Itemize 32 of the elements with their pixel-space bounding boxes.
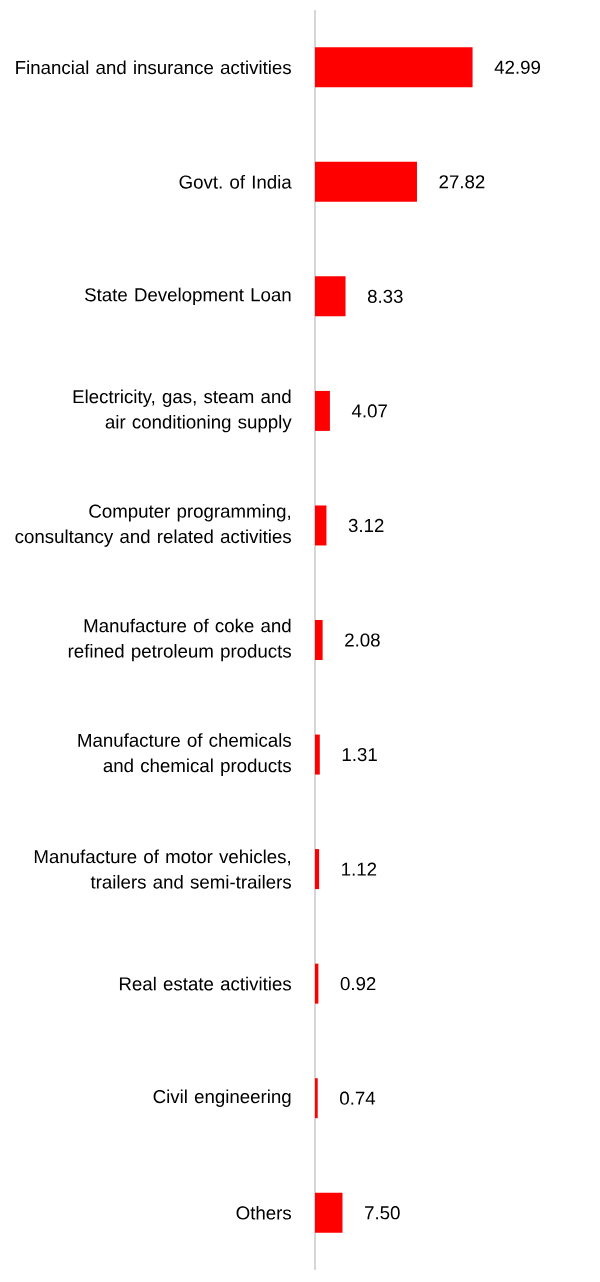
y-tick-label: Financial and insurance activities bbox=[16, 60, 291, 75]
data-label: 42.99 bbox=[494, 60, 540, 74]
data-label: 27.82 bbox=[439, 175, 485, 189]
y-tick-label: Computer programming, consultancy and related activities bbox=[15, 504, 291, 547]
y-tick-label: Govt. of India bbox=[179, 174, 292, 189]
y-tick-label: Manufacture of chemicals and chemical products bbox=[78, 733, 291, 776]
data-label: 8.33 bbox=[367, 289, 403, 303]
y-tick-label: Real estate activities bbox=[119, 976, 291, 991]
bar bbox=[315, 734, 320, 775]
data-label: 3.12 bbox=[348, 518, 384, 533]
data-label: 0.92 bbox=[340, 977, 376, 991]
data-label: 7.50 bbox=[365, 1206, 400, 1220]
bar bbox=[315, 390, 330, 431]
bar bbox=[315, 505, 327, 546]
y-tick-label: Others bbox=[236, 1205, 292, 1220]
y-tick-label: Manufacture of motor vehicles, trailers and semi-trailers bbox=[34, 849, 291, 889]
bar bbox=[315, 276, 346, 317]
y-tick-label: Civil engineering bbox=[153, 1089, 291, 1107]
data-label: 0.74 bbox=[340, 1091, 376, 1105]
bar bbox=[315, 620, 323, 661]
bar bbox=[315, 1078, 318, 1119]
y-tick-label: Electricity, gas, steam and air conditioning supply bbox=[73, 389, 292, 433]
bar bbox=[315, 1192, 343, 1233]
data-label: 4.07 bbox=[351, 404, 387, 418]
data-label: 1.12 bbox=[342, 862, 377, 876]
bar bbox=[315, 47, 473, 88]
data-label: 2.08 bbox=[345, 633, 380, 647]
bar bbox=[315, 849, 320, 890]
bar bbox=[315, 161, 417, 202]
y-tick-label: State Development Loan bbox=[85, 287, 291, 306]
data-label: 1.31 bbox=[342, 747, 377, 762]
y-tick-label: Manufacture of coke and refined petroleum products bbox=[68, 618, 291, 662]
